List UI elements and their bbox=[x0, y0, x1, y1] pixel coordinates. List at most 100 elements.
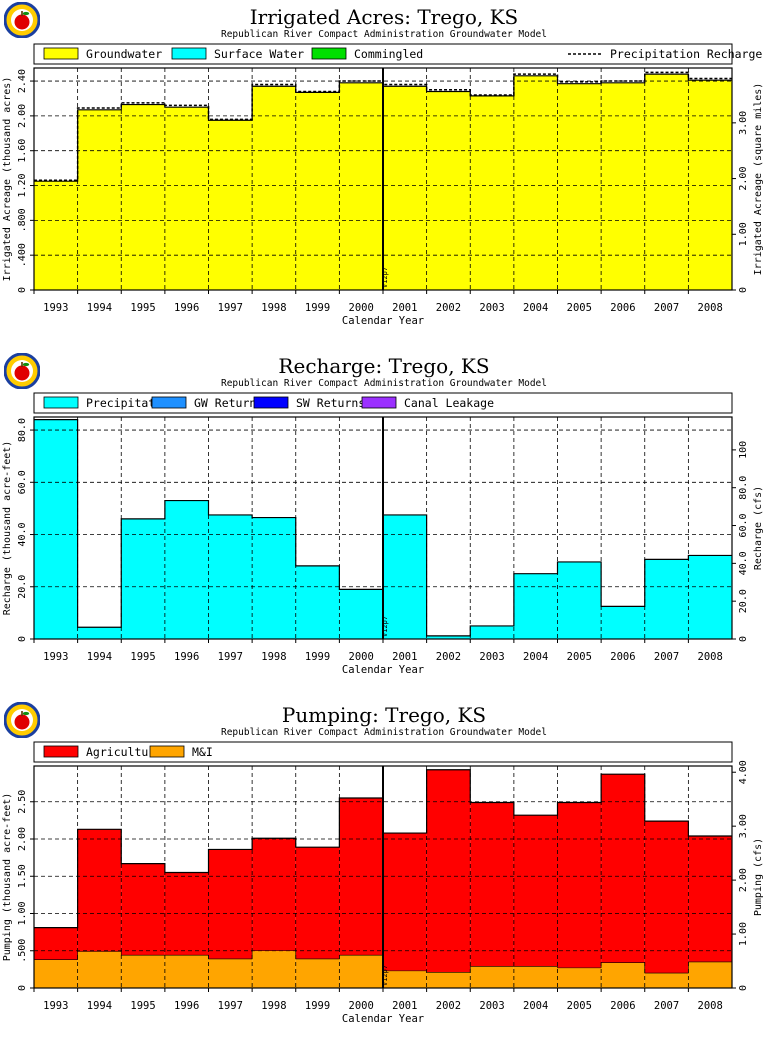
y-tick-label: .500 bbox=[17, 939, 28, 963]
bar-groundwater-2005 bbox=[557, 83, 602, 290]
bar-groundwater-2004 bbox=[513, 75, 558, 290]
y2-tick-label: 3.00 bbox=[738, 111, 749, 135]
y-tick-label: 80.0 bbox=[17, 418, 28, 442]
bar-groundwater-1998 bbox=[252, 86, 296, 291]
chart-title: Irrigated Acres: Trego, KS bbox=[250, 5, 519, 29]
bar-agricultural-2008 bbox=[688, 836, 732, 962]
x-tick-label: 2004 bbox=[523, 302, 548, 314]
x-tick-label: 2002 bbox=[436, 1000, 461, 1012]
bar-agricultural-2000 bbox=[339, 798, 383, 956]
y2-axis-label: Irrigated Acreage (square miles) bbox=[753, 83, 764, 276]
version-marker-label: V12p7 bbox=[381, 616, 389, 637]
bar-precipitation-1993 bbox=[34, 419, 78, 639]
y-axis-label: Pumping (thousand acre-feet) bbox=[2, 793, 13, 962]
y2-tick-label: 1.00 bbox=[738, 222, 749, 246]
chart-subtitle: Republican River Compact Administration … bbox=[221, 29, 547, 40]
x-tick-label: 2004 bbox=[523, 1000, 548, 1012]
bar-m-i-2008 bbox=[688, 961, 732, 988]
y-tick-label: 2.50 bbox=[17, 790, 28, 814]
y-tick-label: 20.0 bbox=[17, 575, 28, 599]
y-tick-label: 1.60 bbox=[17, 139, 28, 163]
recharge-panel: Recharge: Trego, KS Republican River Comp… bbox=[0, 349, 768, 689]
x-tick-label: 1995 bbox=[130, 1000, 155, 1012]
bar-precipitation-2004 bbox=[513, 573, 558, 639]
x-tick-label: 2007 bbox=[654, 1000, 679, 1012]
y2-tick-label: 40.0 bbox=[738, 551, 749, 575]
legend-label: Groundwater bbox=[86, 47, 162, 61]
bar-m-i-1993 bbox=[34, 959, 78, 988]
x-tick-label: 2004 bbox=[523, 651, 548, 663]
bar-precipitation-2001 bbox=[383, 514, 427, 639]
x-tick-label: 1998 bbox=[261, 1000, 286, 1012]
x-tick-label: 2006 bbox=[610, 302, 635, 314]
x-tick-label: 2008 bbox=[698, 651, 723, 663]
y-tick-label: .400 bbox=[17, 243, 28, 267]
bar-agricultural-1999 bbox=[295, 847, 340, 959]
x-tick-label: 2001 bbox=[392, 651, 417, 663]
x-tick-label: 2005 bbox=[567, 1000, 592, 1012]
x-axis-label: Calendar Year bbox=[342, 664, 424, 676]
legend-swatch bbox=[171, 47, 207, 60]
bar-agricultural-2007 bbox=[644, 821, 689, 974]
bar-agricultural-2003 bbox=[470, 802, 514, 967]
bar-precipitation-1996 bbox=[164, 500, 209, 639]
legend-box bbox=[33, 741, 733, 763]
apple-logo-icon bbox=[4, 353, 40, 389]
y2-tick-label: 2.00 bbox=[738, 167, 749, 191]
y2-tick-label: 0 bbox=[738, 985, 749, 991]
x-tick-label: 1998 bbox=[261, 651, 286, 663]
x-tick-label: 1996 bbox=[174, 302, 199, 314]
bar-m-i-1998 bbox=[252, 950, 296, 988]
x-tick-label: 1995 bbox=[130, 651, 155, 663]
y-tick-label: 60.0 bbox=[17, 470, 28, 494]
bar-agricultural-1998 bbox=[252, 838, 296, 951]
x-tick-label: 1997 bbox=[218, 302, 243, 314]
x-tick-label: 2002 bbox=[436, 651, 461, 663]
bar-m-i-2006 bbox=[601, 962, 645, 988]
x-tick-label: 1993 bbox=[43, 651, 68, 663]
bar-m-i-2005 bbox=[557, 967, 602, 988]
y-tick-label: 2.00 bbox=[17, 104, 28, 128]
bar-agricultural-1997 bbox=[208, 849, 253, 959]
legend-swatch bbox=[361, 396, 397, 409]
y2-tick-label: 2.00 bbox=[738, 868, 749, 892]
irrigated-acres-panel: Irrigated Acres: Trego, KS Republican Riv… bbox=[0, 0, 768, 340]
legend-label: Precipitation Recharge Credit Acreage bbox=[610, 47, 768, 61]
bar-precipitation-1999 bbox=[295, 565, 340, 639]
version-marker-label: V12p7 bbox=[381, 267, 389, 288]
x-tick-label: 1993 bbox=[43, 1000, 68, 1012]
y-tick-label: 0 bbox=[17, 985, 28, 991]
chart-subtitle: Republican River Compact Administration … bbox=[221, 378, 547, 389]
y-tick-label: 1.50 bbox=[17, 864, 28, 888]
bar-precipitation-2008 bbox=[688, 555, 732, 639]
legend-label: GW Returns bbox=[194, 396, 263, 410]
y-tick-label: 40.0 bbox=[17, 522, 28, 546]
legend-swatch bbox=[151, 396, 187, 409]
bar-precipitation-2005 bbox=[557, 561, 602, 639]
bar-agricultural-2005 bbox=[557, 802, 602, 968]
y-tick-label: 0 bbox=[17, 636, 28, 642]
x-tick-label: 2007 bbox=[654, 651, 679, 663]
y2-axis-label: Pumping (cfs) bbox=[753, 838, 764, 916]
bar-m-i-2001 bbox=[383, 970, 427, 988]
legend-label: M&I bbox=[192, 745, 213, 759]
y2-tick-label: 4.00 bbox=[738, 760, 749, 784]
bar-precipitation-1994 bbox=[77, 627, 122, 639]
bar-m-i-2002 bbox=[426, 972, 471, 988]
bar-m-i-2004 bbox=[513, 966, 558, 988]
bar-groundwater-1993 bbox=[34, 181, 78, 290]
y2-tick-label: 80.0 bbox=[738, 476, 749, 500]
x-tick-label: 1999 bbox=[305, 302, 330, 314]
y-tick-label: 0 bbox=[17, 287, 28, 293]
bar-m-i-2000 bbox=[339, 955, 383, 988]
x-tick-label: 1998 bbox=[261, 302, 286, 314]
x-tick-label: 1996 bbox=[174, 651, 199, 663]
y2-tick-label: 20.0 bbox=[738, 589, 749, 613]
y-axis-label: Irrigated Acreage (thousand acres) bbox=[2, 77, 13, 282]
x-tick-label: 2002 bbox=[436, 302, 461, 314]
y-tick-label: 2.40 bbox=[17, 69, 28, 93]
legend-swatch bbox=[43, 745, 79, 758]
y-tick-label: .800 bbox=[17, 208, 28, 232]
x-tick-label: 1999 bbox=[305, 651, 330, 663]
